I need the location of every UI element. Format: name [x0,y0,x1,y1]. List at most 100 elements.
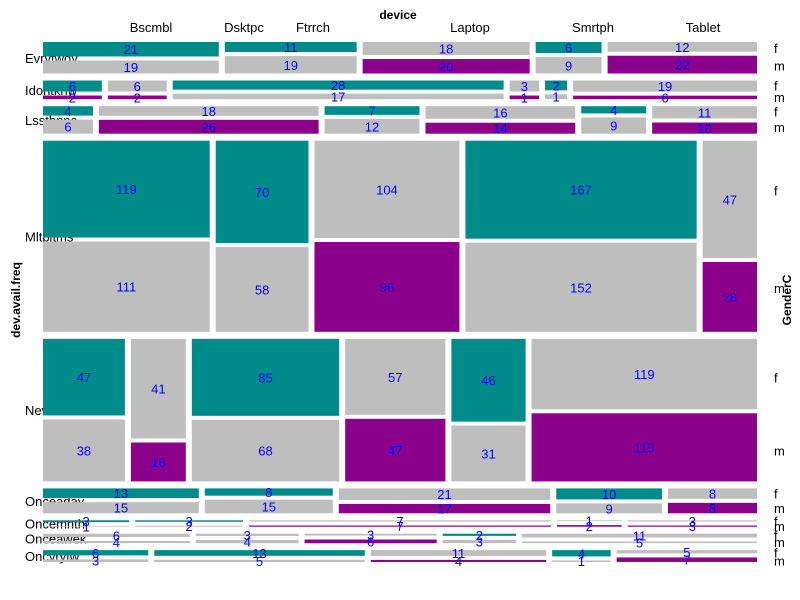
mosaic-cell-f [43,106,93,116]
cell-count-m: 2 [186,519,193,534]
mosaic-cell-f [573,80,757,92]
cell-count-m: 5 [256,554,263,569]
mosaic-cell-m [191,419,340,482]
mosaic-cell-m [442,539,517,544]
mosaic-cell-m [43,526,130,527]
mosaic-cell-f [556,520,622,522]
mosaic-cell-m [43,119,93,134]
cell-count-f: 10 [602,487,616,502]
cell-count-m: 115 [634,440,655,455]
sex-label-m: m [774,120,785,135]
cell-count-f: 11 [284,40,298,55]
cell-count-f: 104 [376,182,398,197]
cell-count-f: 21 [124,42,138,57]
cell-count-f: 11 [452,546,466,561]
sex-label-m: m [774,501,785,516]
cell-count-f: 6 [92,546,99,561]
mosaic-cell-m [607,55,757,74]
sex-label-m: m [774,444,785,459]
cell-count-f: 3 [244,528,251,543]
cell-count-f: 2 [552,78,559,93]
mosaic-cell-m [314,242,460,332]
mosaic-cell-m [43,60,219,74]
mosaic-cell-m [338,503,551,514]
sex-label-f: f [774,79,778,94]
mosaic-cell-m [43,540,190,544]
mosaic-cell-f [324,106,420,115]
cell-count-f: 13 [252,546,266,561]
mosaic-cell-f [442,533,517,536]
mosaic-cell-f [204,488,333,496]
cell-count-f: 21 [437,487,451,502]
mosaic-cell-f [581,106,647,114]
mosaic-cell-f [425,106,576,119]
cell-count-f: 46 [481,373,495,388]
cell-count-m: 19 [283,58,297,73]
sex-label-m: m [774,554,785,569]
mosaic-cell-m [43,502,199,514]
cell-count-m: 7 [683,553,690,568]
mosaic-cell-f [552,550,611,557]
mosaic-cell-f [43,520,130,523]
cell-count-f: 8 [265,485,272,500]
cell-count-m: 3 [689,519,696,534]
column-label: Bscmbl [130,20,173,35]
cell-count-f: 6 [134,79,141,94]
sex-label-f: f [774,486,778,501]
cell-count-m: 5 [636,535,643,550]
cell-count-m: 17 [437,502,451,517]
cell-count-m: 1 [521,90,528,105]
cell-count-m: 20 [439,59,453,74]
mosaic-cell-m [702,261,757,332]
z-axis-title: GenderC [780,274,794,325]
mosaic-cell-f [98,106,319,116]
mosaic-cell-m [345,418,446,482]
mosaic-cell-f [465,140,697,239]
mosaic-cell-m [545,94,568,100]
mosaic-cell-f [627,520,757,522]
sex-label-f: f [774,370,778,385]
cell-count-f: 3 [83,514,90,529]
mosaic-cell-m [43,419,125,482]
cell-count-f: 4 [578,546,585,561]
mosaic-cell-f [535,42,602,54]
cell-count-m: 26 [202,120,216,135]
mosaic-cell-m [43,95,102,100]
mosaic-cell-m [249,525,551,527]
column-label: Dsktpc [224,20,264,35]
mosaic-cell-m [556,503,662,514]
mosaic-cell-m [98,119,319,134]
mosaic-cell-m [509,95,540,100]
cell-count-m: 58 [255,282,269,297]
column-label: Laptop [450,20,490,35]
cell-count-m: 6 [64,120,71,135]
cell-count-m: 2 [134,90,141,105]
mosaic-cell-f [522,533,757,538]
cell-count-f: 41 [151,382,165,397]
mosaic-cell-m [370,559,547,562]
cell-count-m: 4 [244,535,251,550]
cell-count-m: 19 [124,60,138,75]
mosaic-cell-f [43,80,102,92]
cell-count-m: 9 [565,58,572,73]
cell-count-m: 6 [661,90,668,105]
cell-count-m: 96 [380,280,394,295]
cell-count-f: 19 [658,79,672,94]
mosaic-cell-f [43,42,219,57]
mosaic-cell-f [135,520,244,522]
sex-label-m: m [774,59,785,74]
mosaic-cell-f [451,338,526,422]
mosaic-cell-m [616,557,757,562]
cell-count-f: 119 [116,182,137,197]
cell-count-f: 28 [331,78,345,93]
mosaic-cell-f [249,520,551,522]
mosaic-cell-f [43,140,210,238]
sex-label-m: m [774,281,785,296]
mosaic-cell-f [338,488,551,500]
cell-count-f: 4 [610,103,617,118]
cell-count-f: 85 [258,370,272,385]
mosaic-cell-m [130,442,186,482]
cell-count-f: 12 [675,40,689,55]
cell-count-m: 47 [388,443,402,458]
